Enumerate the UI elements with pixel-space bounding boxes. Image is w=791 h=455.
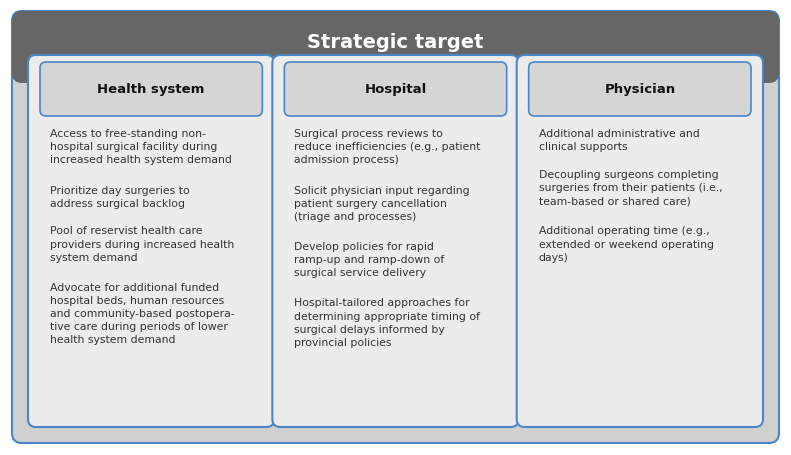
Text: Advocate for additional funded
hospital beds, human resources
and community-base: Advocate for additional funded hospital … [50, 283, 235, 344]
FancyBboxPatch shape [517, 56, 763, 427]
FancyBboxPatch shape [272, 56, 519, 427]
Text: Solicit physician input regarding
patient surgery cancellation
(triage and proce: Solicit physician input regarding patien… [294, 185, 470, 221]
FancyBboxPatch shape [528, 63, 751, 117]
FancyBboxPatch shape [40, 63, 263, 117]
Text: Decoupling surgeons completing
surgeries from their patients (i.e.,
team-based o: Decoupling surgeons completing surgeries… [539, 170, 722, 206]
Text: Physician: Physician [604, 83, 676, 96]
FancyBboxPatch shape [12, 12, 779, 84]
Text: Prioritize day surgeries to
address surgical backlog: Prioritize day surgeries to address surg… [50, 185, 190, 208]
FancyBboxPatch shape [284, 63, 507, 117]
Text: Additional administrative and
clinical supports: Additional administrative and clinical s… [539, 129, 699, 152]
Text: Strategic target: Strategic target [307, 33, 484, 52]
Text: Additional operating time (e.g.,
extended or weekend operating
days): Additional operating time (e.g., extende… [539, 226, 713, 262]
Text: Hospital-tailored approaches for
determining appropriate timing of
surgical dela: Hospital-tailored approaches for determi… [294, 298, 480, 347]
Text: Surgical process reviews to
reduce inefficiencies (e.g., patient
admission proce: Surgical process reviews to reduce ineff… [294, 129, 481, 165]
Text: Health system: Health system [97, 83, 205, 96]
Text: Hospital: Hospital [365, 83, 426, 96]
FancyBboxPatch shape [28, 56, 274, 427]
Bar [23, 48, 768, 74]
Text: Develop policies for rapid
ramp-up and ramp-down of
surgical service delivery: Develop policies for rapid ramp-up and r… [294, 242, 445, 278]
Text: Pool of reservist health care
providers during increased health
system demand: Pool of reservist health care providers … [50, 226, 234, 262]
Text: Access to free-standing non-
hospital surgical facility during
increased health : Access to free-standing non- hospital su… [50, 129, 232, 165]
FancyBboxPatch shape [12, 12, 779, 443]
